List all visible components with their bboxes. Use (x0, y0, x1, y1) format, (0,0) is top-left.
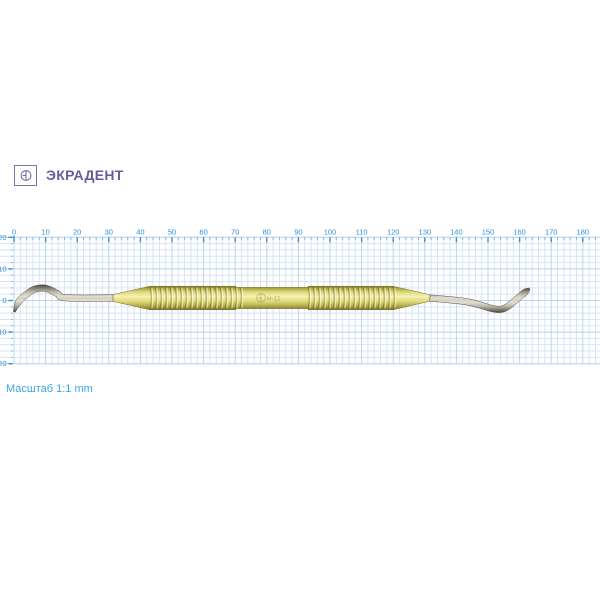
svg-text:Н-11: Н-11 (267, 295, 281, 302)
